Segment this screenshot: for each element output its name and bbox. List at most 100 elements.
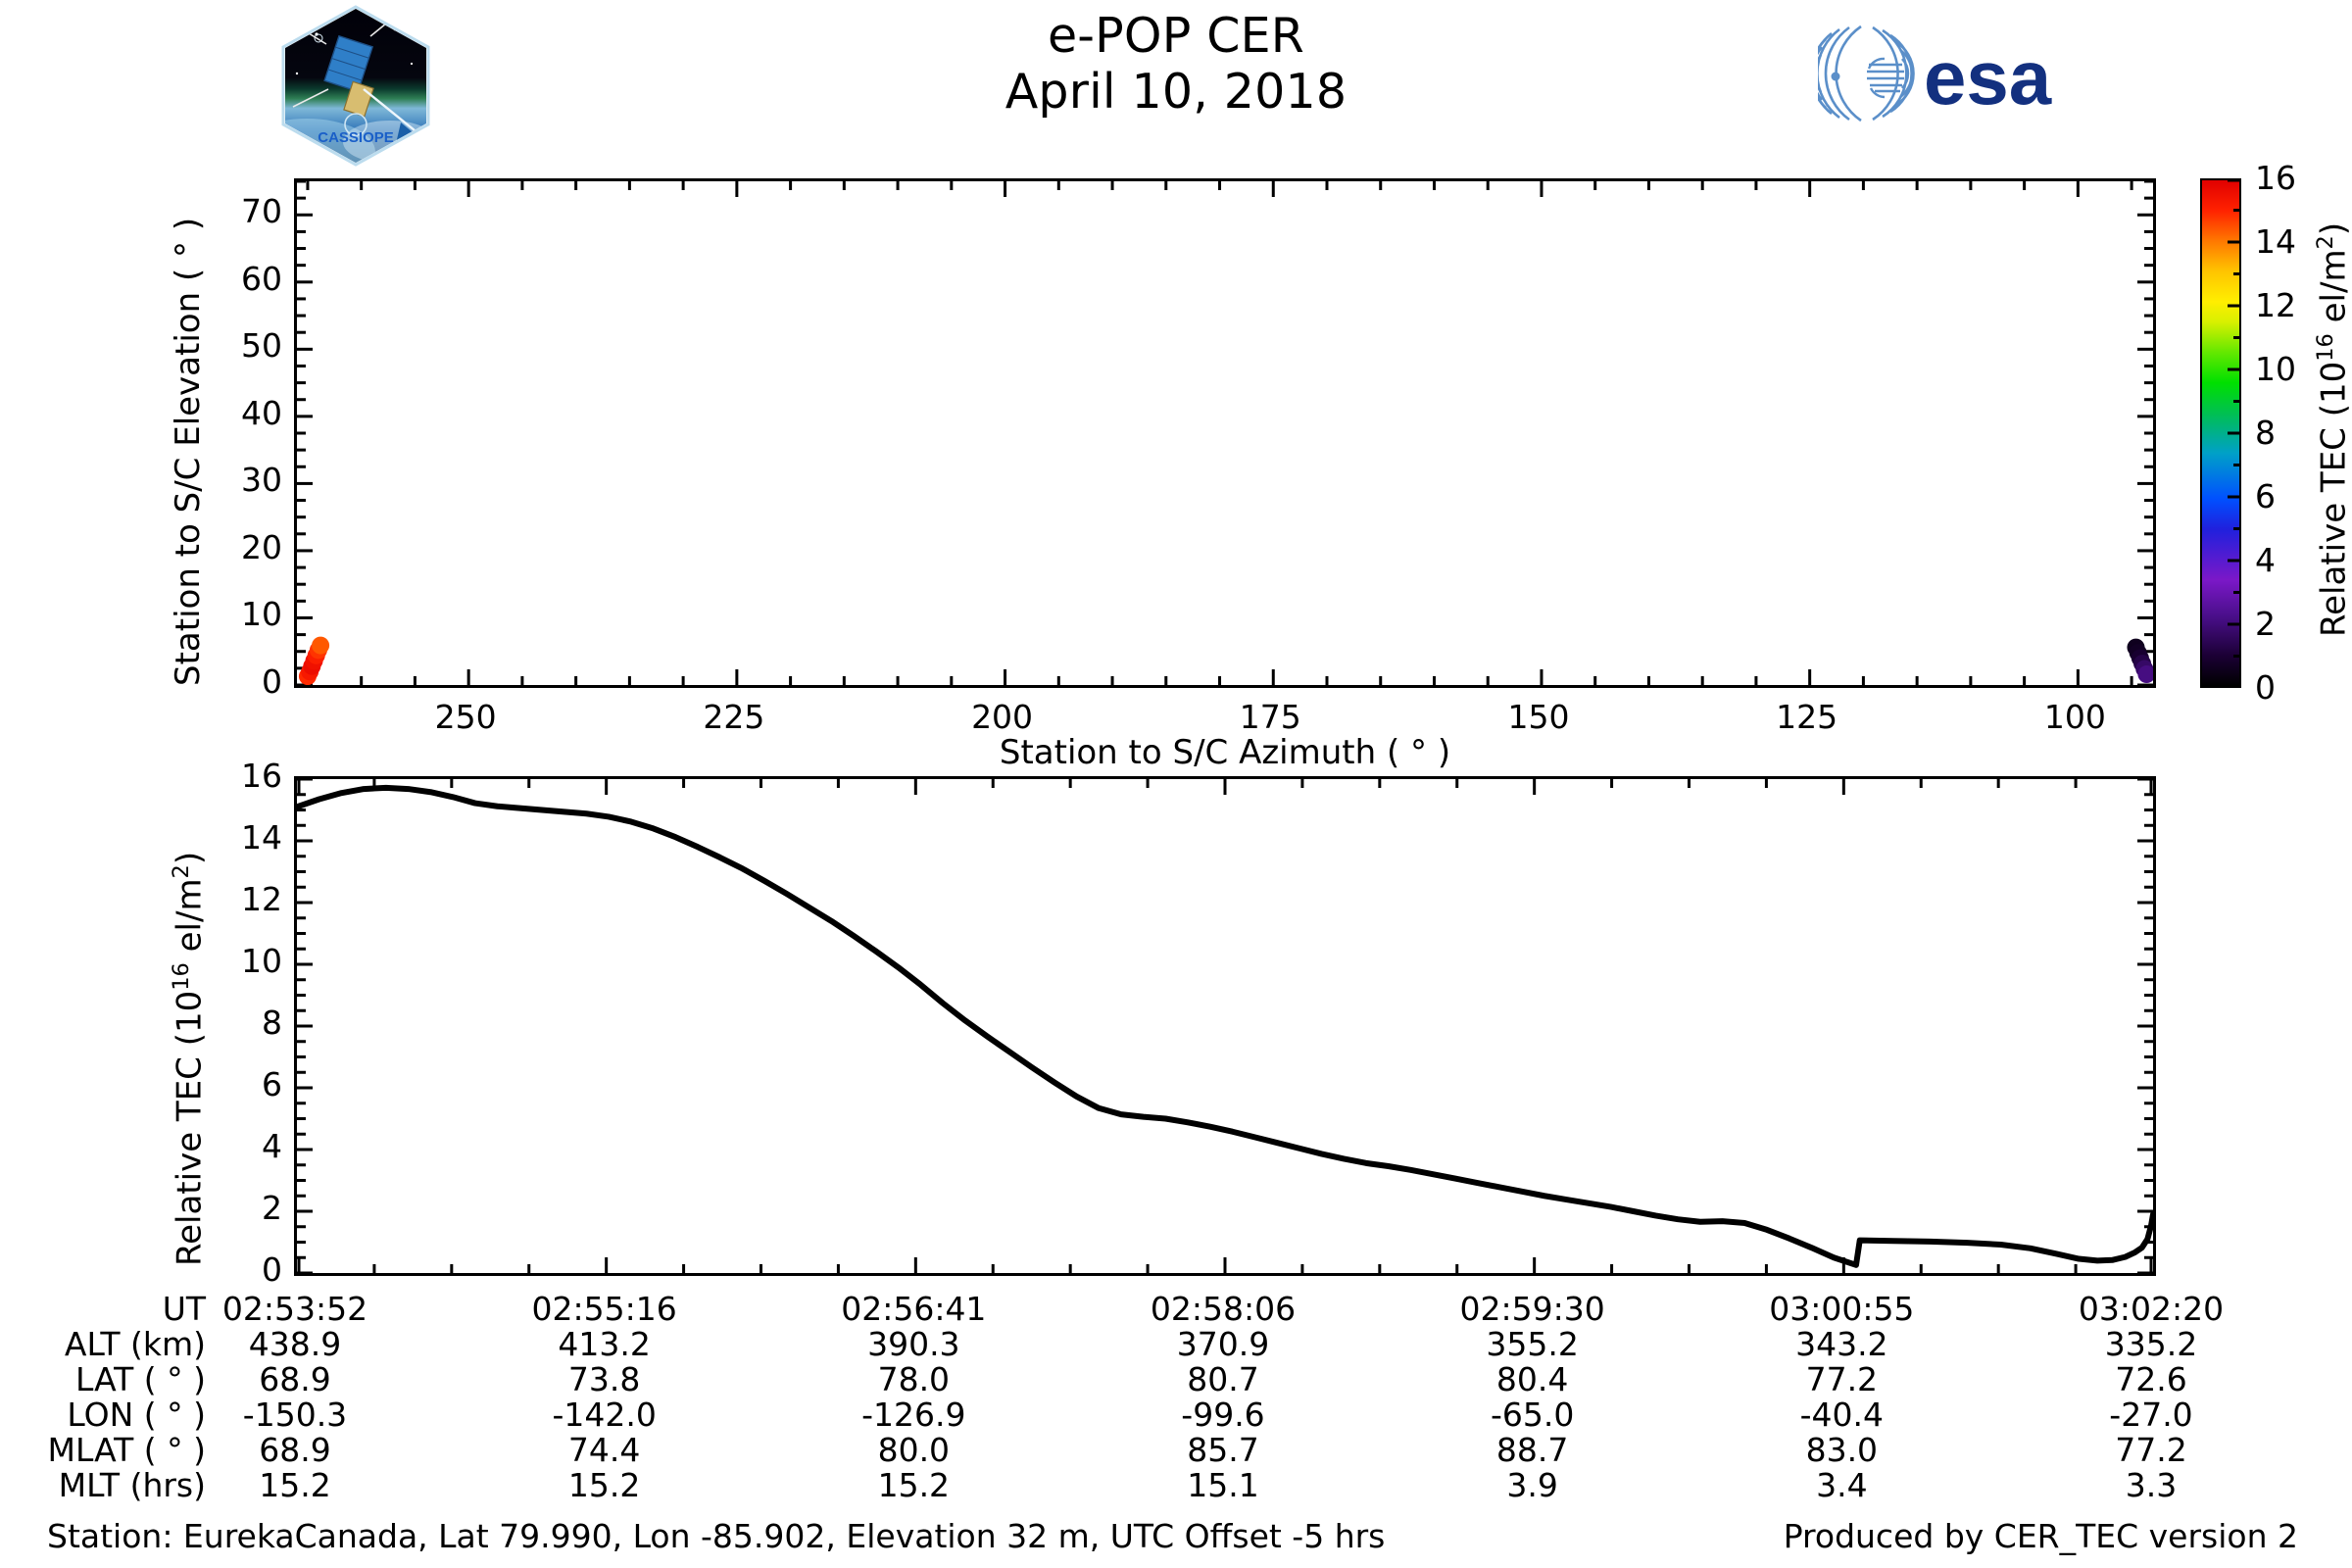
colorbar-tick: 14: [2255, 222, 2296, 261]
page-title: e-POP CER April 10, 2018: [686, 8, 1666, 121]
colorbar-tick: 4: [2255, 541, 2276, 579]
table-cell: 370.9: [1176, 1325, 1270, 1363]
esa-logo-text: esa: [1924, 34, 2052, 121]
cassiope-logo: CASSIOPE: [277, 5, 434, 167]
table-cell: -27.0: [2109, 1396, 2193, 1434]
table-cell: 15.1: [1187, 1466, 1259, 1504]
bottom-y-axis-title: Relative TEC (1016 el/m2): [169, 852, 209, 1266]
table-cell: 02:58:06: [1150, 1290, 1297, 1328]
bottom-y-tick: 10: [241, 942, 282, 980]
bottom-y-title-head: Relative TEC (10: [170, 990, 210, 1266]
table-cell: 3.4: [1816, 1466, 1868, 1504]
top-y-tick: 40: [241, 393, 282, 432]
bottom-y-tick: 14: [241, 818, 282, 857]
table-row: MLAT ( ° ) 68.9 74.4 80.0 85.7 88.7 83.0 77.2: [0, 1433, 2254, 1468]
table-cell: 390.3: [867, 1325, 960, 1363]
top-y-tick: 60: [241, 259, 282, 298]
table-cell: 80.0: [877, 1431, 951, 1469]
esa-logo: esa: [1809, 20, 2112, 127]
table-cell: 68.9: [259, 1431, 331, 1469]
bottom-y-tick: 8: [262, 1004, 282, 1042]
table-cell: 83.0: [1805, 1431, 1879, 1469]
table-row: LON ( ° ) -150.3 -142.0 -126.9 -99.6 -65.0 -40…: [0, 1397, 2254, 1433]
table-cell: -65.0: [1490, 1396, 1575, 1434]
bottom-y-title-close: ): [170, 851, 210, 865]
top-x-tick: 200: [971, 698, 1034, 736]
colorbar-title-tail-exp: 2: [2313, 235, 2338, 250]
bottom-y-tick: 16: [241, 757, 282, 795]
table-cell: 3.3: [2125, 1466, 2178, 1504]
colorbar-title-head: Relative TEC (10: [2314, 361, 2352, 637]
table-row-values: 02:53:52 02:55:16 02:56:41 02:58:06 02:59:30…: [221, 1292, 2254, 1327]
bottom-y-tick: 6: [262, 1065, 282, 1103]
title-line-2: April 10, 2018: [1004, 64, 1348, 121]
bottom-y-title-tail: el/m: [170, 878, 210, 963]
table-row-values: 68.9 73.8 78.0 80.7 80.4 77.2 72.6: [221, 1362, 2254, 1397]
top-y-axis-title: Station to S/C Elevation ( ° ): [169, 217, 208, 686]
table-row: MLT (hrs) 15.2 15.2 15.2 15.1 3.9 3.4 3.3: [0, 1468, 2254, 1503]
table-cell: 74.4: [567, 1431, 641, 1469]
table-cell: 02:56:41: [841, 1290, 987, 1328]
top-y-tick: 30: [241, 461, 282, 500]
elevation-azimuth-plot[interactable]: [294, 178, 2156, 688]
table-cell: -150.3: [242, 1396, 348, 1434]
colorbar-title: Relative TEC (1016 el/m2): [2313, 222, 2352, 637]
top-x-axis-title: Station to S/C Azimuth ( ° ): [999, 733, 1451, 772]
esa-logo-mark: [1809, 24, 1915, 122]
tec-time-series-canvas: [297, 779, 2153, 1273]
colorbar-tick: 0: [2255, 668, 2276, 707]
station-info-footer: Station: EurekaCanada, Lat 79.990, Lon -…: [47, 1517, 1386, 1555]
table-row-label: LAT ( ° ): [74, 1360, 206, 1398]
table-row-values: -150.3 -142.0 -126.9 -99.6 -65.0 -40.4 -27.0: [221, 1397, 2254, 1433]
table-cell: 3.9: [1506, 1466, 1558, 1504]
table-cell: 88.7: [1495, 1431, 1569, 1469]
tec-time-series-plot[interactable]: [294, 776, 2156, 1276]
top-x-tick: 100: [2043, 698, 2106, 736]
bottom-y-title-exp: 16: [169, 962, 194, 991]
colorbar-tick: 10: [2255, 350, 2296, 388]
title-line-1: e-POP CER: [1047, 8, 1305, 64]
table-cell: 80.7: [1187, 1360, 1259, 1398]
colorbar-title-close: ): [2314, 221, 2352, 236]
table-cell: -40.4: [1799, 1396, 1885, 1434]
top-axis-ticks: [297, 181, 2153, 685]
table-cell: 413.2: [558, 1325, 651, 1363]
bottom-axis-ticks: [297, 779, 2153, 1273]
table-cell: 438.9: [248, 1325, 342, 1363]
page-header: CASSIOPE e-POP CER April 10, 2018: [0, 0, 2352, 172]
table-cell: 03:00:55: [1769, 1290, 1915, 1328]
top-y-tick: 70: [241, 192, 282, 231]
colorbar-tick: 16: [2255, 159, 2296, 197]
top-x-tick: 125: [1776, 698, 1838, 736]
elevation-azimuth-canvas: [297, 181, 2153, 685]
tec-curve: [297, 784, 2153, 1268]
table-row: LAT ( ° ) 68.9 73.8 78.0 80.7 80.4 77.2 72.6: [0, 1362, 2254, 1397]
table-cell: 02:53:52: [221, 1290, 368, 1328]
bottom-y-title-tail-exp: 2: [169, 864, 194, 879]
table-cell: 335.2: [2104, 1325, 2198, 1363]
bottom-y-tick: 2: [262, 1189, 282, 1227]
table-cell: 77.2: [1805, 1360, 1879, 1398]
table-cell: 02:55:16: [531, 1290, 677, 1328]
table-cell: 15.2: [259, 1466, 331, 1504]
top-y-tick: 0: [262, 662, 282, 701]
bottom-y-tick: 12: [241, 880, 282, 918]
table-cell: -99.6: [1181, 1396, 1265, 1434]
table-cell: -126.9: [861, 1396, 966, 1434]
top-x-tick: 175: [1239, 698, 1301, 736]
table-cell: 73.8: [567, 1360, 641, 1398]
tec-colorbar[interactable]: [2200, 178, 2241, 688]
top-x-tick: 250: [434, 698, 497, 736]
table-cell: 77.2: [2115, 1431, 2187, 1469]
table-cell: 80.4: [1495, 1360, 1569, 1398]
table-cell: 355.2: [1486, 1325, 1579, 1363]
table-cell: 15.2: [567, 1466, 641, 1504]
table-row-label: MLT (hrs): [58, 1466, 206, 1504]
table-cell: 68.9: [259, 1360, 331, 1398]
cassiope-logo-text: CASSIOPE: [318, 129, 394, 146]
top-x-tick: 150: [1507, 698, 1570, 736]
table-row-values: 438.9 413.2 390.3 370.9 355.2 343.2 335.2: [221, 1327, 2254, 1362]
top-x-tick: 225: [703, 698, 765, 736]
bottom-y-tick: 0: [262, 1250, 282, 1289]
table-cell: 85.7: [1187, 1431, 1259, 1469]
